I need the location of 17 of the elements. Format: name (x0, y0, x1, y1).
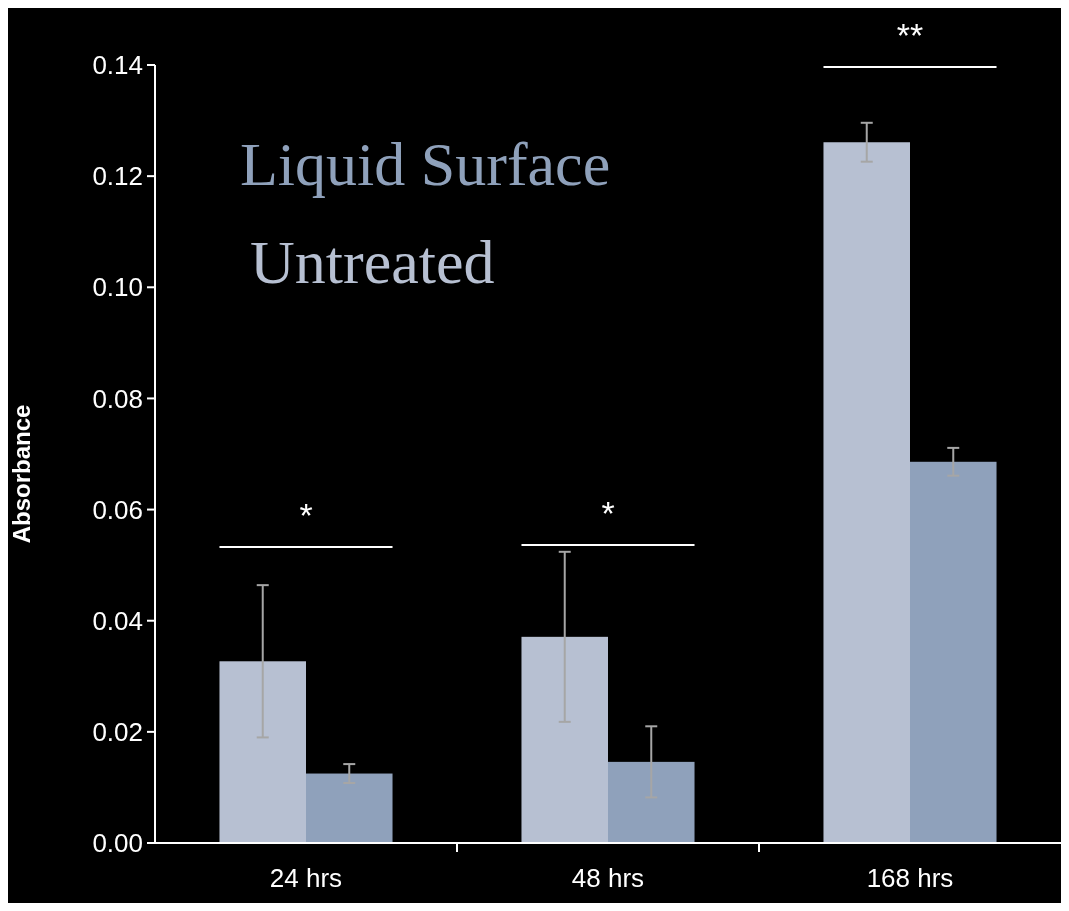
y-tick-label: 0.04 (92, 605, 143, 636)
annotation: * (601, 494, 615, 532)
y-tick-label: 0.08 (92, 383, 143, 414)
x-tick-label: 168 hrs (866, 863, 954, 893)
y-tick-label: 0.10 (92, 272, 143, 303)
text: ** (896, 16, 924, 54)
y-tick-label: 0.12 (92, 161, 143, 192)
y-axis-title: Absorbance (8, 404, 35, 544)
x-tick-label: 48 hrs (571, 863, 645, 893)
y-tick-label: 0.00 (92, 828, 143, 859)
y-tick-label: 0.14 (92, 50, 143, 81)
text: Untreated (250, 228, 495, 296)
y-tick-label: 0.02 (92, 716, 143, 747)
y-tick-label: 0.06 (92, 494, 143, 525)
x-tick-label: 24 hrs (269, 863, 343, 893)
annotation: * (299, 496, 313, 534)
text: Liquid Surface (240, 130, 611, 198)
